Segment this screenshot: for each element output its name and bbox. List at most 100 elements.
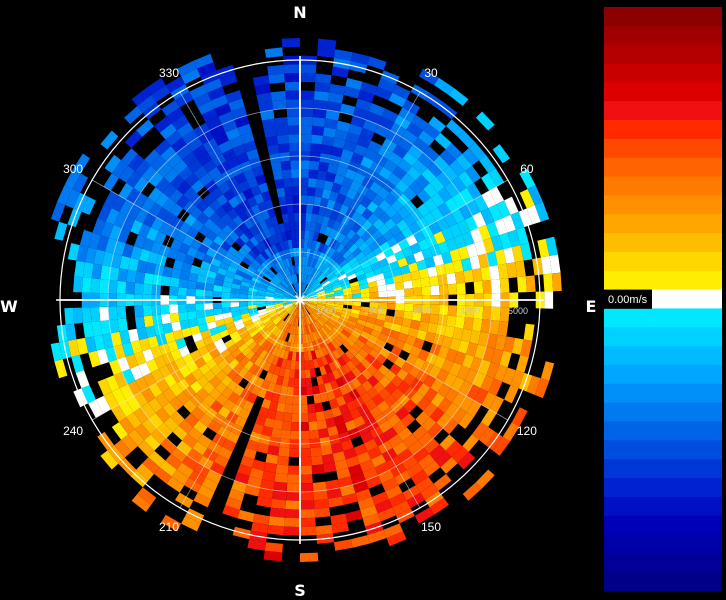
velocity-cell (307, 178, 317, 188)
velocity-cell (306, 275, 311, 284)
velocity-cell (267, 236, 276, 246)
velocity-cell (239, 305, 249, 311)
velocity-cell (427, 161, 443, 178)
velocity-cell (481, 409, 497, 427)
velocity-cell (285, 230, 292, 241)
velocity-cell (245, 323, 255, 331)
velocity-cell (392, 165, 407, 180)
velocity-cell (303, 239, 309, 249)
velocity-cell (309, 160, 320, 171)
velocity-cell (264, 248, 273, 258)
velocity-cell (196, 274, 207, 284)
velocity-cell (82, 321, 94, 338)
velocity-cell (443, 212, 457, 228)
velocity-cell (401, 129, 419, 145)
velocity-cell (377, 224, 390, 236)
velocity-cell (313, 196, 322, 206)
velocity-cell (300, 352, 305, 362)
velocity-cell (240, 281, 251, 288)
velocity-cell (210, 364, 223, 376)
velocity-cell (307, 315, 313, 324)
velocity-cell (368, 286, 379, 293)
velocity-cell (169, 312, 180, 323)
velocity-cell (267, 268, 276, 277)
velocity-cell (489, 395, 505, 414)
velocity-cell (323, 180, 334, 191)
velocity-cell (437, 345, 450, 359)
velocity-cell (314, 241, 321, 251)
velocity-cell (434, 132, 452, 150)
velocity-cell (121, 368, 136, 385)
azimuth-label: 120 (517, 424, 537, 438)
velocity-cell (232, 278, 242, 286)
velocity-cell (430, 207, 444, 222)
velocity-cell (387, 151, 403, 166)
velocity-cell (323, 409, 334, 420)
velocity-cell (320, 355, 329, 366)
velocity-cell (348, 334, 358, 343)
velocity-cell (403, 280, 413, 289)
velocity-cell (378, 420, 393, 434)
velocity-cell (225, 497, 243, 510)
velocity-cell (274, 473, 288, 483)
velocity-cell (355, 339, 366, 349)
velocity-cell (306, 316, 311, 325)
velocity-cell (331, 280, 341, 287)
velocity-cell (116, 280, 127, 294)
velocity-cell (367, 140, 382, 154)
velocity-cell (310, 323, 317, 332)
velocity-cell (464, 368, 479, 385)
velocity-cell (300, 483, 314, 493)
velocity-cell (212, 302, 222, 310)
velocity-cell (244, 253, 255, 263)
velocity-cell (155, 177, 171, 193)
velocity-cell (332, 220, 341, 231)
velocity-cell (198, 243, 210, 255)
velocity-cell (285, 258, 291, 268)
velocity-cell (228, 488, 245, 502)
velocity-cell (405, 254, 417, 265)
velocity-cell (267, 284, 277, 291)
velocity-cell (418, 130, 435, 147)
velocity-cell (383, 247, 395, 258)
velocity-cell (342, 392, 354, 404)
velocity-cell (475, 111, 495, 131)
velocity-cell (196, 316, 207, 326)
velocity-cell (307, 324, 312, 334)
velocity-cell (133, 351, 147, 366)
velocity-cell (362, 265, 373, 274)
velocity-cell (102, 251, 114, 267)
velocity-cell (289, 275, 294, 284)
velocity-cell (314, 90, 330, 102)
velocity-cell (384, 218, 397, 231)
velocity-cell (421, 304, 431, 314)
velocity-cell (264, 390, 274, 401)
velocity-cell (309, 267, 315, 277)
velocity-cell (276, 307, 285, 314)
velocity-cell (220, 240, 232, 252)
velocity-cell (273, 224, 281, 235)
velocity-cell (481, 173, 497, 191)
velocity-cell (308, 302, 317, 306)
velocity-cell (341, 353, 351, 364)
velocity-cell (445, 237, 458, 252)
velocity-cell (341, 329, 351, 338)
velocity-cell (441, 335, 453, 349)
velocity-cell (378, 332, 390, 343)
velocity-cell (372, 218, 385, 230)
velocity-cell (203, 218, 216, 231)
velocity-cell (297, 282, 300, 292)
velocity-cell (359, 459, 375, 473)
velocity-cell (394, 250, 406, 261)
velocity-cell (454, 271, 465, 284)
velocity-cell (322, 266, 331, 275)
velocity-cell (397, 380, 411, 394)
velocity-cell (300, 517, 316, 528)
velocity-cell (280, 429, 291, 440)
velocity-cell (384, 394, 398, 407)
velocity-cell (313, 321, 321, 330)
velocity-cell (407, 440, 424, 456)
velocity-cell (255, 243, 265, 254)
velocity-cell (156, 378, 170, 393)
velocity-cell (162, 183, 177, 198)
